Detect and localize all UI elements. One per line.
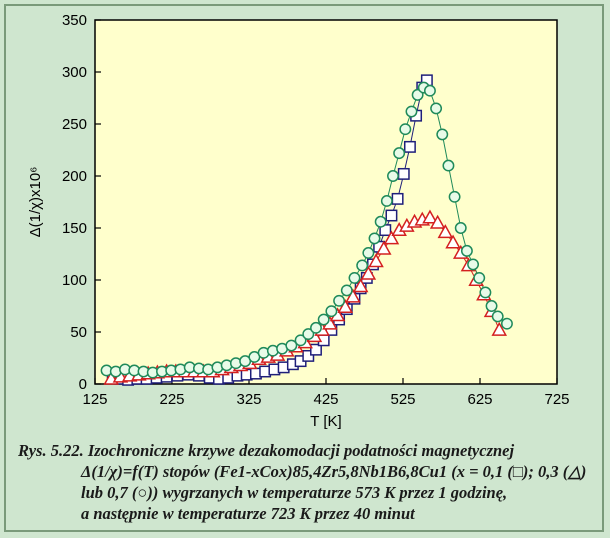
square-marker <box>302 349 315 362</box>
square-marker <box>403 140 416 153</box>
triangle-marker <box>422 209 438 224</box>
circle-marker <box>467 258 480 271</box>
circle-marker <box>454 222 467 234</box>
circle-marker <box>317 313 330 326</box>
y-tick-label: 250 <box>62 116 87 133</box>
square-marker <box>310 343 322 356</box>
x-tick-label: 725 <box>544 391 569 408</box>
y-axis-label: Δ(1/χ)x10⁶ <box>27 167 44 238</box>
caption-line-4: a następnie w temperaturze 723 K przez 4… <box>81 504 415 523</box>
x-tick-label: 225 <box>159 391 184 408</box>
triangle-marker <box>445 234 461 249</box>
x-axis-label: T [K] <box>310 413 341 430</box>
circle-marker <box>356 259 369 272</box>
circle-marker <box>442 159 455 172</box>
triangle-marker <box>429 214 446 229</box>
triangle-marker <box>352 278 369 293</box>
circle-marker <box>294 334 307 347</box>
circle-marker <box>374 215 387 228</box>
triangle-marker <box>345 288 361 303</box>
caption-line-2: Δ(1/χ)=f(T) stopów (Fe1-xCox)85,4Zr5,8Nb… <box>81 462 587 481</box>
circle-marker <box>362 247 375 259</box>
x-tick-label: 625 <box>467 391 492 408</box>
circle-marker <box>348 271 361 284</box>
x-tick-label: 525 <box>390 391 415 408</box>
circle-marker <box>285 339 298 352</box>
circle-marker <box>491 310 504 323</box>
triangle-marker <box>491 321 508 336</box>
triangle-marker <box>437 224 454 239</box>
circle-marker <box>333 294 346 307</box>
x-tick-label: 325 <box>236 391 261 408</box>
circle-marker <box>460 244 473 257</box>
circle-marker <box>380 195 393 207</box>
y-tick-label: 200 <box>62 168 87 185</box>
circle-marker <box>399 123 412 136</box>
circle-marker <box>387 170 399 182</box>
circle-marker <box>393 147 406 160</box>
y-tick-label: 300 <box>62 64 87 81</box>
y-tick-label: 100 <box>62 272 87 289</box>
circle-marker <box>448 190 461 203</box>
circle-marker <box>405 105 418 118</box>
circle-marker <box>436 128 449 141</box>
circle-marker <box>368 232 381 245</box>
figure-caption: Rys. 5.22. Izochroniczne krzywe dezakomo… <box>18 440 603 524</box>
circle-marker <box>424 84 436 97</box>
caption-line-3: lub 0,7 (○)) wygrzanych w temperaturze 5… <box>81 483 508 502</box>
circle-marker <box>485 300 498 312</box>
figure-frame <box>4 4 604 532</box>
y-tick-label: 50 <box>70 324 87 341</box>
y-tick-label: 150 <box>62 220 87 237</box>
circle-marker <box>430 102 443 115</box>
triangle-marker <box>375 240 392 255</box>
triangle-marker <box>383 230 400 245</box>
x-tick-label: 425 <box>313 391 338 408</box>
triangle-marker <box>337 298 354 313</box>
square-marker <box>397 167 410 180</box>
x-tick-label: 125 <box>82 391 107 408</box>
triangle-marker <box>360 265 377 280</box>
circle-marker <box>473 271 486 284</box>
circle-marker <box>501 317 513 330</box>
triangle-marker <box>368 253 384 268</box>
circle-marker <box>340 284 353 297</box>
square-marker <box>391 192 404 205</box>
caption-line-1: Rys. 5.22. Izochroniczne krzywe dezakomo… <box>18 441 515 460</box>
chart: 125 225 325 425 525 625 725 0 50 100 150 200 250 300 3… <box>27 12 570 430</box>
square-marker <box>385 209 398 222</box>
y-tick-label: 350 <box>62 12 87 29</box>
circle-marker <box>302 328 315 341</box>
circle-marker <box>479 286 492 299</box>
circle-marker <box>310 321 322 334</box>
circle-marker <box>325 305 338 318</box>
y-tick-label: 0 <box>79 376 87 393</box>
